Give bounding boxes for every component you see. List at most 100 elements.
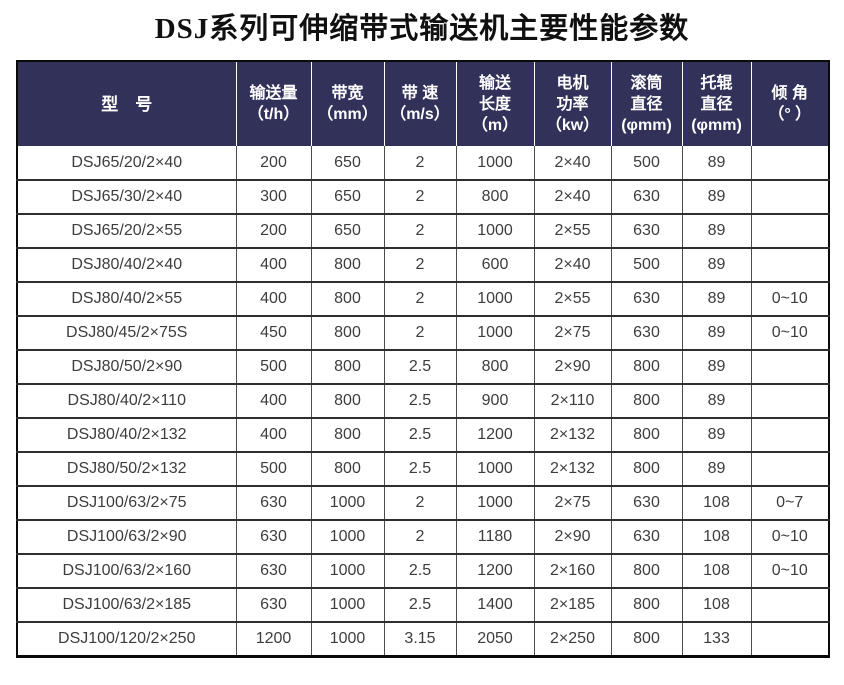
belt-width-cell: 800 — [311, 248, 385, 283]
col-header-belt-speed: 带 速 （m/s） — [384, 61, 457, 146]
belt-width-cell: 1000 — [311, 554, 385, 589]
belt-width-cell: 650 — [311, 180, 385, 215]
incline-angle-cell — [751, 384, 829, 419]
motor-power-cell: 2×250 — [534, 622, 612, 656]
model-cell: DSJ80/45/2×75S — [17, 316, 237, 351]
capacity-cell: 500 — [236, 452, 312, 487]
table-row: DSJ100/63/2×90 630 1000 2 1180 2×90 630 108 0~10 — [17, 520, 829, 555]
capacity-cell: 200 — [236, 214, 312, 249]
model-cell: DSJ100/63/2×160 — [17, 554, 237, 589]
incline-angle-cell — [751, 350, 829, 385]
belt-speed-cell: 3.15 — [384, 622, 457, 656]
belt-width-cell: 650 — [311, 146, 385, 181]
belt-speed-cell: 2 — [384, 146, 457, 181]
conveying-length-cell: 2050 — [456, 622, 535, 656]
table-body: DSJ65/20/2×40 200 650 2 1000 2×40 500 89 DSJ65/3… — [17, 146, 829, 656]
col-header-drum-diameter: 滚筒 直径 (φmm) — [611, 61, 683, 146]
belt-width-cell: 1000 — [311, 622, 385, 656]
conveying-length-cell: 1400 — [456, 588, 535, 623]
belt-speed-cell: 2 — [384, 316, 457, 351]
roller-diameter-cell: 89 — [682, 180, 752, 215]
belt-speed-cell: 2 — [384, 486, 457, 521]
capacity-cell: 400 — [236, 418, 312, 453]
page-title: DSJ系列可伸缩带式输送机主要性能参数 — [154, 13, 690, 45]
conveying-length-cell: 1180 — [456, 520, 535, 555]
conveying-length-cell: 1000 — [456, 452, 535, 487]
belt-width-cell: 800 — [311, 316, 385, 351]
capacity-cell: 400 — [236, 282, 312, 317]
conveying-length-cell: 1000 — [456, 316, 535, 351]
capacity-cell: 300 — [236, 180, 312, 215]
drum-diameter-cell: 630 — [611, 180, 683, 215]
belt-width-cell: 800 — [311, 452, 385, 487]
capacity-cell: 630 — [236, 520, 312, 555]
capacity-cell: 630 — [236, 588, 312, 623]
incline-angle-cell: 0~10 — [751, 520, 829, 555]
drum-diameter-cell: 630 — [611, 282, 683, 317]
model-cell: DSJ80/50/2×132 — [17, 452, 237, 487]
roller-diameter-cell: 89 — [682, 248, 752, 283]
incline-angle-cell: 0~10 — [751, 316, 829, 351]
capacity-cell: 400 — [236, 384, 312, 419]
drum-diameter-cell: 800 — [611, 554, 683, 589]
table-row: DSJ100/63/2×185 630 1000 2.5 1400 2×185 800 108 — [17, 588, 829, 623]
belt-speed-cell: 2.5 — [384, 418, 457, 453]
roller-diameter-cell: 108 — [682, 486, 752, 521]
col-header-capacity: 输送量 （t/h） — [236, 61, 312, 146]
drum-diameter-cell: 500 — [611, 248, 683, 283]
table-row: DSJ80/40/2×110 400 800 2.5 900 2×110 800 89 — [17, 384, 829, 419]
conveying-length-cell: 900 — [456, 384, 535, 419]
motor-power-cell: 2×75 — [534, 316, 612, 351]
table-row: DSJ80/50/2×132 500 800 2.5 1000 2×132 800 89 — [17, 452, 829, 487]
belt-width-cell: 800 — [311, 384, 385, 419]
motor-power-cell: 2×132 — [534, 452, 612, 487]
conveying-length-cell: 1000 — [456, 214, 535, 249]
roller-diameter-cell: 108 — [682, 520, 752, 555]
col-header-conveying-length: 输送 长度 （m） — [456, 61, 535, 146]
drum-diameter-cell: 800 — [611, 350, 683, 385]
conveying-length-cell: 1000 — [456, 282, 535, 317]
incline-angle-cell — [751, 214, 829, 249]
conveying-length-cell: 1200 — [456, 554, 535, 589]
belt-width-cell: 1000 — [311, 520, 385, 555]
model-cell: DSJ80/40/2×132 — [17, 418, 237, 453]
col-header-incline-angle: 倾 角 （° ） — [751, 61, 829, 146]
conveying-length-cell: 1200 — [456, 418, 535, 453]
roller-diameter-cell: 108 — [682, 588, 752, 623]
conveying-length-cell: 800 — [456, 350, 535, 385]
motor-power-cell: 2×40 — [534, 180, 612, 215]
table-row: DSJ80/40/2×132 400 800 2.5 1200 2×132 800 89 — [17, 418, 829, 453]
belt-speed-cell: 2 — [384, 520, 457, 555]
conveying-length-cell: 1000 — [456, 486, 535, 521]
roller-diameter-cell: 108 — [682, 554, 752, 589]
incline-angle-cell — [751, 588, 829, 623]
table-row: DSJ80/40/2×40 400 800 2 600 2×40 500 89 — [17, 248, 829, 283]
drum-diameter-cell: 630 — [611, 520, 683, 555]
roller-diameter-cell: 89 — [682, 282, 752, 317]
belt-speed-cell: 2.5 — [384, 554, 457, 589]
roller-diameter-cell: 89 — [682, 418, 752, 453]
roller-diameter-cell: 89 — [682, 316, 752, 351]
belt-speed-cell: 2.5 — [384, 588, 457, 623]
incline-angle-cell — [751, 180, 829, 215]
belt-width-cell: 800 — [311, 350, 385, 385]
drum-diameter-cell: 800 — [611, 588, 683, 623]
capacity-cell: 630 — [236, 486, 312, 521]
belt-speed-cell: 2 — [384, 214, 457, 249]
table-row: DSJ65/20/2×40 200 650 2 1000 2×40 500 89 — [17, 146, 829, 181]
model-cell: DSJ100/63/2×75 — [17, 486, 237, 521]
drum-diameter-cell: 800 — [611, 622, 683, 656]
model-cell: DSJ100/120/2×250 — [17, 622, 237, 656]
model-cell: DSJ65/30/2×40 — [17, 180, 237, 215]
belt-speed-cell: 2.5 — [384, 384, 457, 419]
roller-diameter-cell: 133 — [682, 622, 752, 656]
incline-angle-cell — [751, 622, 829, 656]
motor-power-cell: 2×160 — [534, 554, 612, 589]
table-row: DSJ80/50/2×90 500 800 2.5 800 2×90 800 89 — [17, 350, 829, 385]
motor-power-cell: 2×132 — [534, 418, 612, 453]
model-cell: DSJ65/20/2×55 — [17, 214, 237, 249]
table-row: DSJ100/120/2×250 1200 1000 3.15 2050 2×250 800… — [17, 622, 829, 656]
roller-diameter-cell: 89 — [682, 146, 752, 181]
incline-angle-cell — [751, 146, 829, 181]
capacity-cell: 450 — [236, 316, 312, 351]
